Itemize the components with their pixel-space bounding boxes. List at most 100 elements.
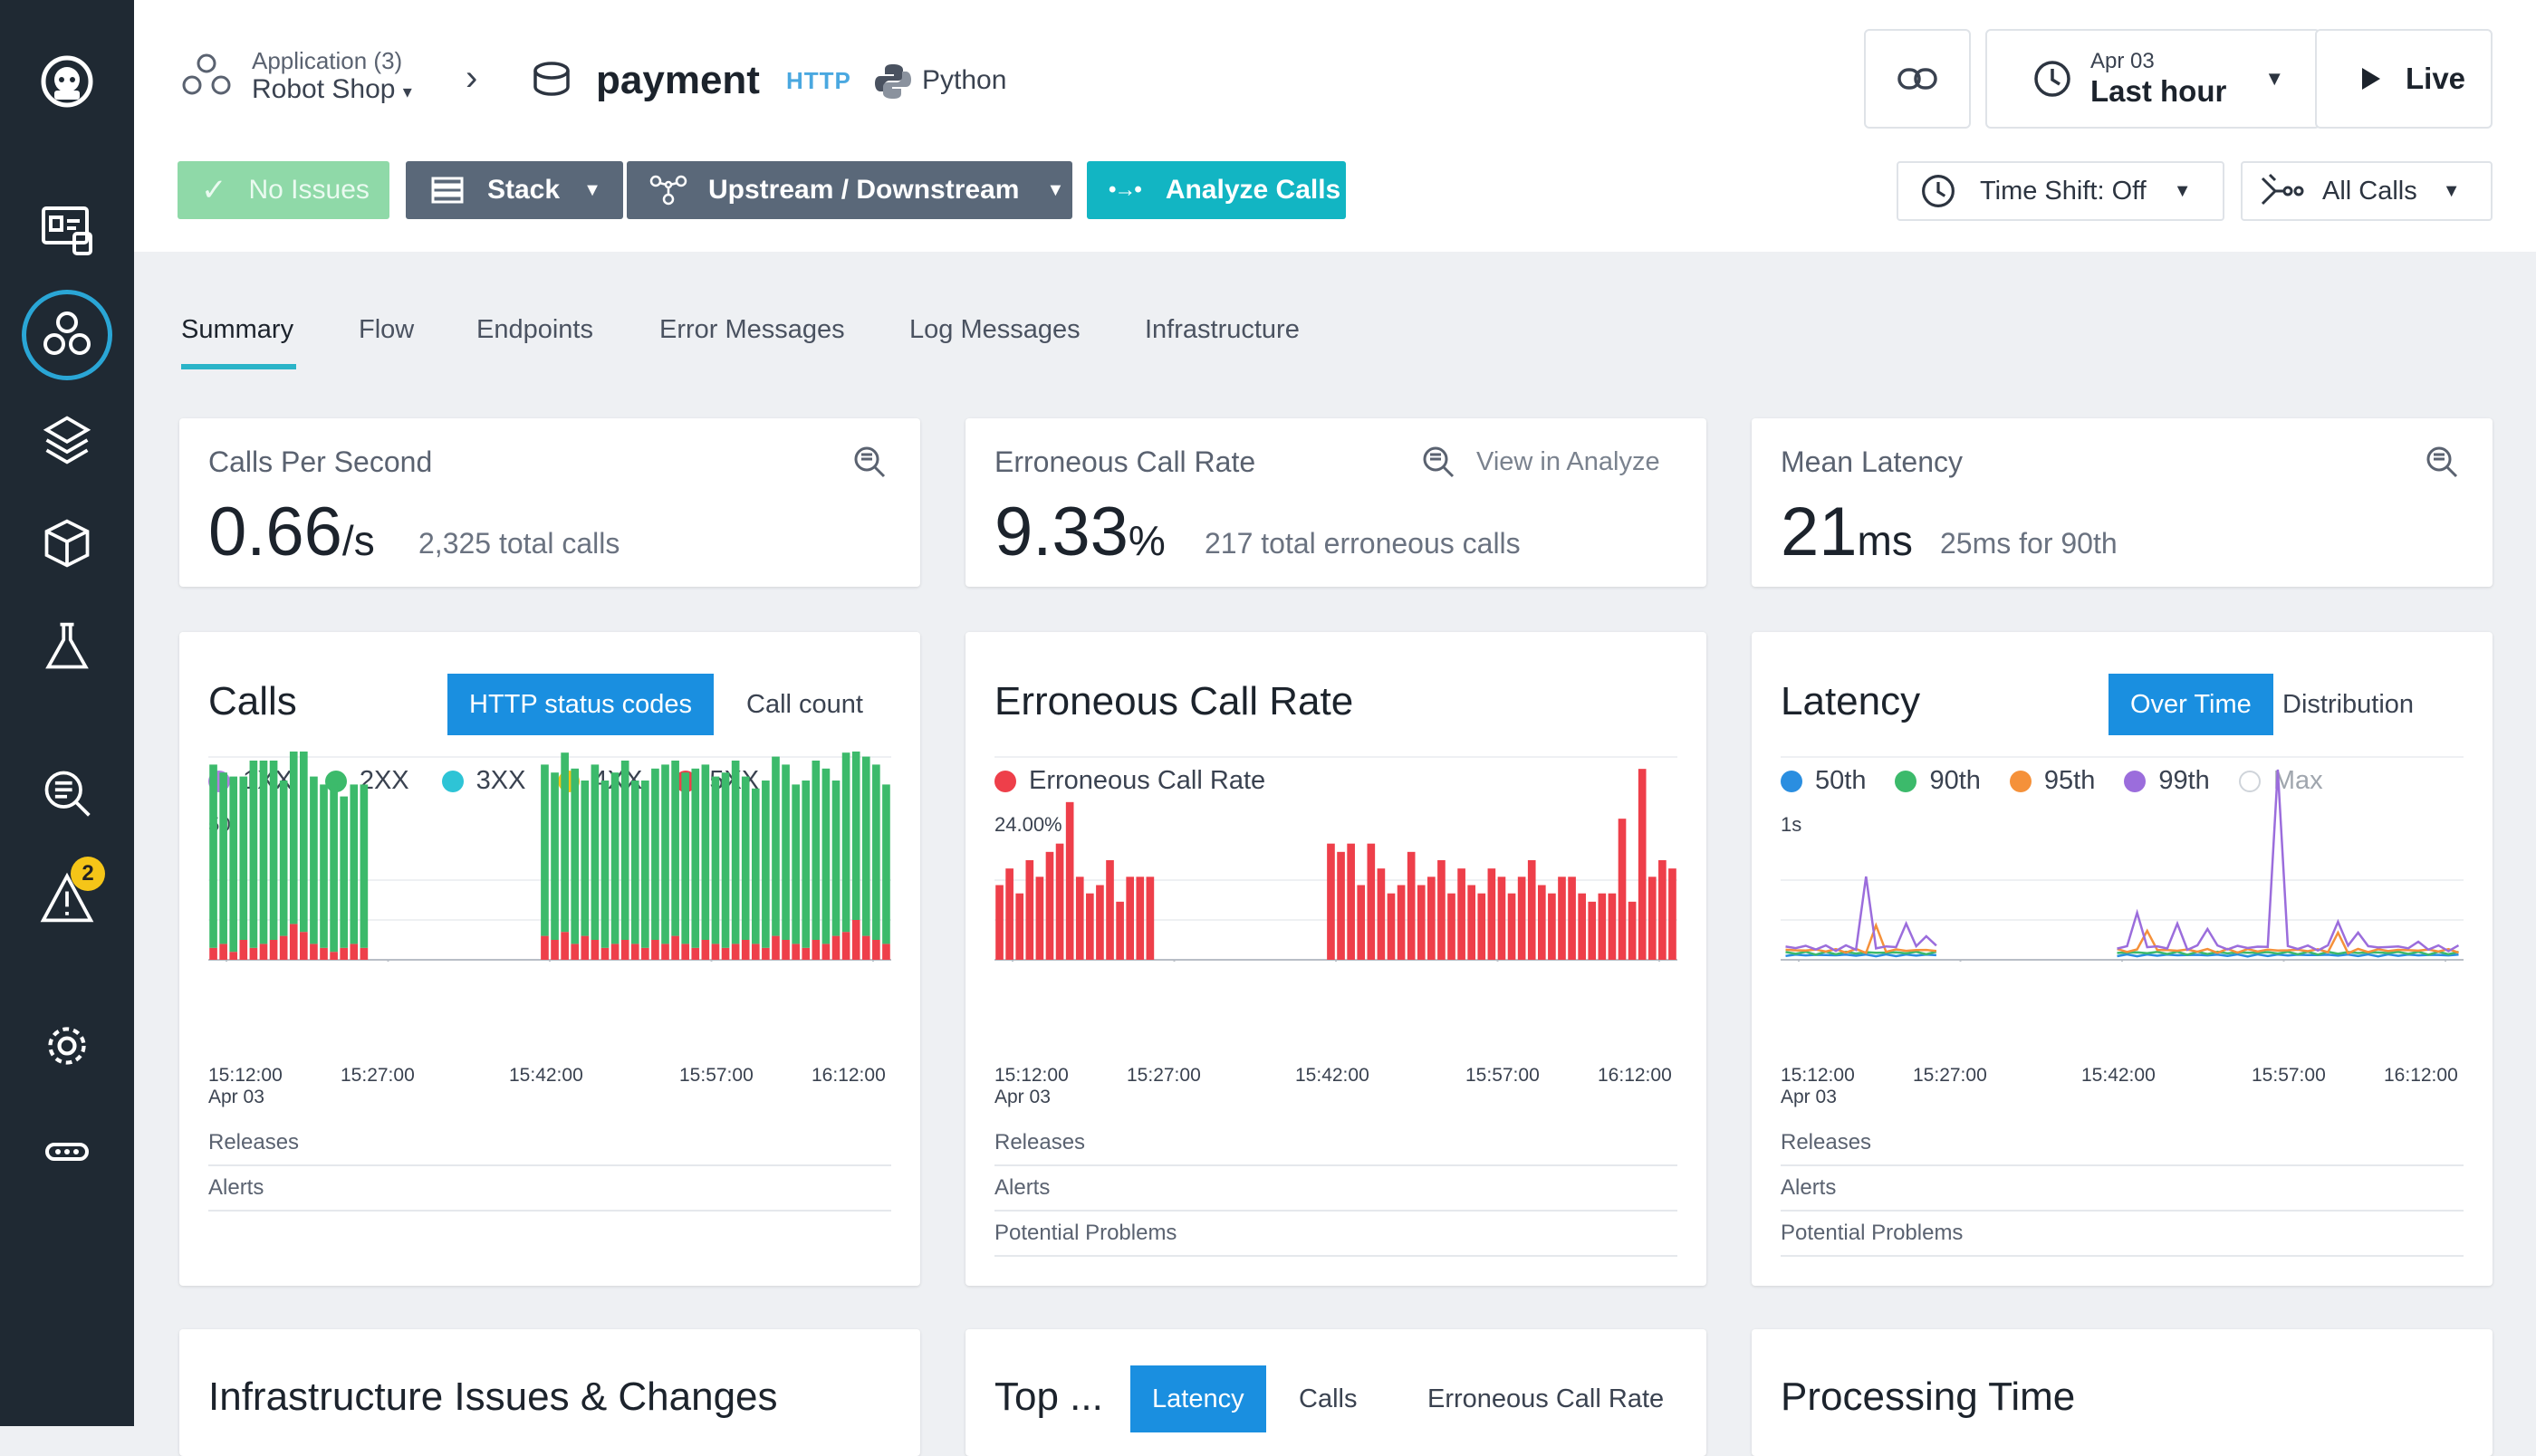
bar-5xx[interactable] bbox=[300, 932, 308, 960]
over-time-toggle[interactable]: Over Time bbox=[2109, 674, 2273, 735]
bar-2xx[interactable] bbox=[731, 761, 740, 944]
bar-5xx[interactable] bbox=[741, 940, 750, 960]
bar-5xx[interactable] bbox=[610, 944, 620, 960]
bar-5xx[interactable] bbox=[289, 924, 298, 960]
distribution-toggle[interactable]: Distribution bbox=[2282, 689, 2415, 719]
legend-item[interactable]: 95th bbox=[2009, 766, 2095, 796]
latency-line-50th[interactable] bbox=[1785, 953, 2459, 958]
bar-erroneous call rate[interactable] bbox=[1136, 876, 1145, 960]
bar-5xx[interactable] bbox=[620, 940, 629, 960]
bar-5xx[interactable] bbox=[812, 940, 821, 960]
bar-erroneous call rate[interactable] bbox=[1387, 893, 1396, 960]
tab-endpoints[interactable]: Endpoints bbox=[476, 315, 593, 344]
bar-2xx[interactable] bbox=[671, 761, 679, 936]
bar-erroneous call rate[interactable] bbox=[1015, 893, 1024, 960]
bar-erroneous call rate[interactable] bbox=[1447, 893, 1455, 960]
zoom-search-icon[interactable] bbox=[851, 444, 888, 484]
bar-erroneous call rate[interactable] bbox=[1558, 876, 1566, 960]
bar-2xx[interactable] bbox=[610, 772, 620, 944]
bar-2xx[interactable] bbox=[772, 756, 780, 936]
tab-error-messages[interactable]: Error Messages bbox=[659, 315, 845, 344]
applications-icon[interactable] bbox=[0, 306, 134, 364]
bar-erroneous call rate[interactable] bbox=[1457, 868, 1465, 960]
breadcrumb-app-name[interactable]: Robot Shop ▾ bbox=[252, 74, 412, 104]
bar-2xx[interactable] bbox=[279, 781, 288, 936]
platforms-icon[interactable] bbox=[0, 516, 134, 570]
bar-2xx[interactable] bbox=[841, 752, 850, 933]
no-issues-button[interactable]: ✓ No Issues bbox=[178, 161, 389, 219]
bar-2xx[interactable] bbox=[360, 784, 369, 948]
bar-2xx[interactable] bbox=[350, 784, 359, 944]
all-calls-dropdown[interactable]: All Calls ▼ bbox=[2241, 161, 2493, 221]
bar-2xx[interactable] bbox=[620, 761, 629, 940]
top-calls-toggle[interactable]: Calls bbox=[1299, 1384, 1358, 1413]
bar-2xx[interactable] bbox=[882, 784, 890, 944]
bar-2xx[interactable] bbox=[229, 776, 238, 953]
bar-erroneous call rate[interactable] bbox=[1407, 851, 1416, 960]
bar-erroneous call rate[interactable] bbox=[1497, 876, 1506, 960]
copy-link-button[interactable] bbox=[1864, 29, 1971, 129]
bar-2xx[interactable] bbox=[691, 768, 700, 948]
bar-2xx[interactable] bbox=[269, 761, 278, 940]
bar-erroneous call rate[interactable] bbox=[1347, 843, 1355, 960]
bar-2xx[interactable] bbox=[851, 752, 860, 920]
bar-5xx[interactable] bbox=[320, 947, 328, 960]
more-icon[interactable] bbox=[0, 1130, 134, 1173]
bar-erroneous call rate[interactable] bbox=[1377, 868, 1386, 960]
bar-5xx[interactable] bbox=[229, 952, 238, 960]
live-button[interactable]: Live bbox=[2315, 29, 2493, 129]
bar-erroneous call rate[interactable] bbox=[1045, 851, 1054, 960]
bar-2xx[interactable] bbox=[821, 768, 831, 944]
bar-5xx[interactable] bbox=[581, 935, 590, 960]
legend-item[interactable]: 90th bbox=[1895, 766, 1981, 796]
alerts-warning-icon[interactable] bbox=[0, 871, 134, 925]
bar-5xx[interactable] bbox=[681, 944, 690, 960]
bar-5xx[interactable] bbox=[792, 944, 800, 960]
bar-5xx[interactable] bbox=[772, 935, 780, 960]
bar-5xx[interactable] bbox=[209, 947, 217, 960]
latency-line-chart[interactable] bbox=[1781, 752, 2464, 962]
bar-5xx[interactable] bbox=[630, 944, 639, 960]
bar-5xx[interactable] bbox=[561, 932, 569, 960]
bar-2xx[interactable] bbox=[701, 764, 710, 940]
bar-erroneous call rate[interactable] bbox=[995, 885, 1004, 961]
bar-erroneous call rate[interactable] bbox=[1126, 876, 1135, 960]
analyze-calls-button[interactable]: •→• Analyze Calls bbox=[1087, 161, 1346, 219]
bar-5xx[interactable] bbox=[872, 940, 880, 960]
call-count-toggle[interactable]: Call count bbox=[746, 689, 863, 719]
bar-2xx[interactable] bbox=[209, 764, 217, 948]
bar-5xx[interactable] bbox=[651, 940, 659, 960]
bar-5xx[interactable] bbox=[802, 947, 811, 960]
bar-5xx[interactable] bbox=[600, 947, 610, 960]
bar-5xx[interactable] bbox=[239, 940, 248, 960]
bar-5xx[interactable] bbox=[551, 940, 559, 960]
legend-item[interactable]: Erroneous Call Rate bbox=[994, 766, 1265, 796]
bar-5xx[interactable] bbox=[671, 935, 679, 960]
bar-erroneous call rate[interactable] bbox=[1628, 901, 1637, 960]
legend-item[interactable]: 50th bbox=[1781, 766, 1866, 796]
bar-2xx[interactable] bbox=[561, 752, 569, 933]
bar-5xx[interactable] bbox=[751, 944, 760, 960]
bar-2xx[interactable] bbox=[831, 781, 841, 936]
bar-erroneous call rate[interactable] bbox=[1568, 876, 1576, 960]
bar-erroneous call rate[interactable] bbox=[1005, 868, 1013, 960]
bar-erroneous call rate[interactable] bbox=[1367, 843, 1376, 960]
bar-2xx[interactable] bbox=[812, 761, 821, 940]
bar-2xx[interactable] bbox=[551, 772, 559, 940]
bar-erroneous call rate[interactable] bbox=[1537, 885, 1546, 961]
bar-5xx[interactable] bbox=[269, 940, 278, 960]
bar-5xx[interactable] bbox=[661, 944, 669, 960]
bar-erroneous call rate[interactable] bbox=[1096, 885, 1104, 961]
bar-2xx[interactable] bbox=[320, 784, 328, 948]
tab-infrastructure[interactable]: Infrastructure bbox=[1145, 315, 1300, 344]
top-erroneous-call-rate-toggle[interactable]: Erroneous Call Rate bbox=[1427, 1384, 1665, 1413]
bar-2xx[interactable] bbox=[340, 796, 349, 948]
bar-erroneous call rate[interactable] bbox=[1146, 876, 1155, 960]
bar-5xx[interactable] bbox=[340, 947, 349, 960]
bar-5xx[interactable] bbox=[831, 935, 841, 960]
bar-2xx[interactable] bbox=[802, 781, 811, 948]
bar-2xx[interactable] bbox=[219, 772, 227, 944]
bar-2xx[interactable] bbox=[641, 781, 649, 948]
bar-erroneous call rate[interactable] bbox=[1086, 893, 1094, 960]
view-in-analyze-link[interactable]: View in Analyze bbox=[1420, 444, 1660, 480]
